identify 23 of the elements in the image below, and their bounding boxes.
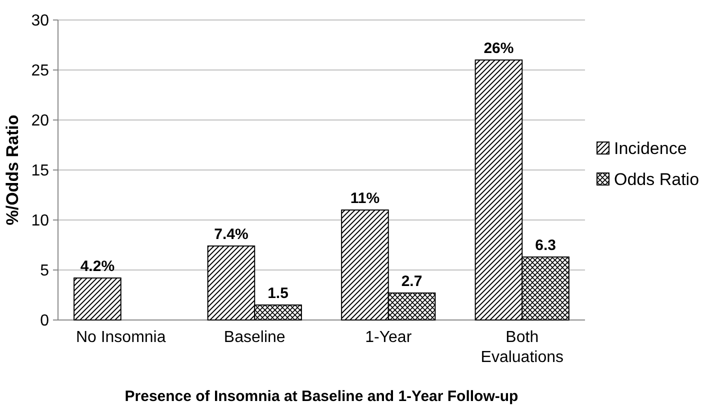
y-tick-label: 15	[31, 162, 50, 180]
legend-label: Odds Ratio	[614, 170, 700, 189]
bar	[74, 278, 122, 320]
y-axis-title: %/Odds Ratio	[3, 114, 22, 226]
y-tick-label: 10	[31, 212, 50, 230]
x-tick-label: 1-Year	[365, 329, 412, 346]
data-label: 4.2%	[80, 258, 115, 275]
x-tick-label: No Insomnia	[76, 329, 166, 346]
legend-label: Incidence	[614, 138, 687, 158]
x-axis-title: Presence of Insomnia at Baseline and 1-Year Follow-up	[124, 388, 518, 405]
data-label: 26%	[484, 40, 514, 57]
y-tick-label: 20	[31, 112, 50, 130]
data-label: 2.7	[401, 273, 422, 290]
data-label: 11%	[350, 190, 380, 207]
y-tick-label: 30	[31, 12, 50, 30]
y-tick-label: 0	[40, 312, 50, 330]
data-label: 7.4%	[214, 226, 248, 243]
x-tick-label: Both Evaluations	[480, 329, 564, 366]
x-tick-label: Baseline	[224, 329, 286, 346]
y-tick-label: 25	[31, 62, 50, 80]
data-label: 1.5	[268, 285, 288, 302]
data-label: 6.3	[535, 237, 556, 254]
y-tick-label: 5	[40, 262, 50, 280]
